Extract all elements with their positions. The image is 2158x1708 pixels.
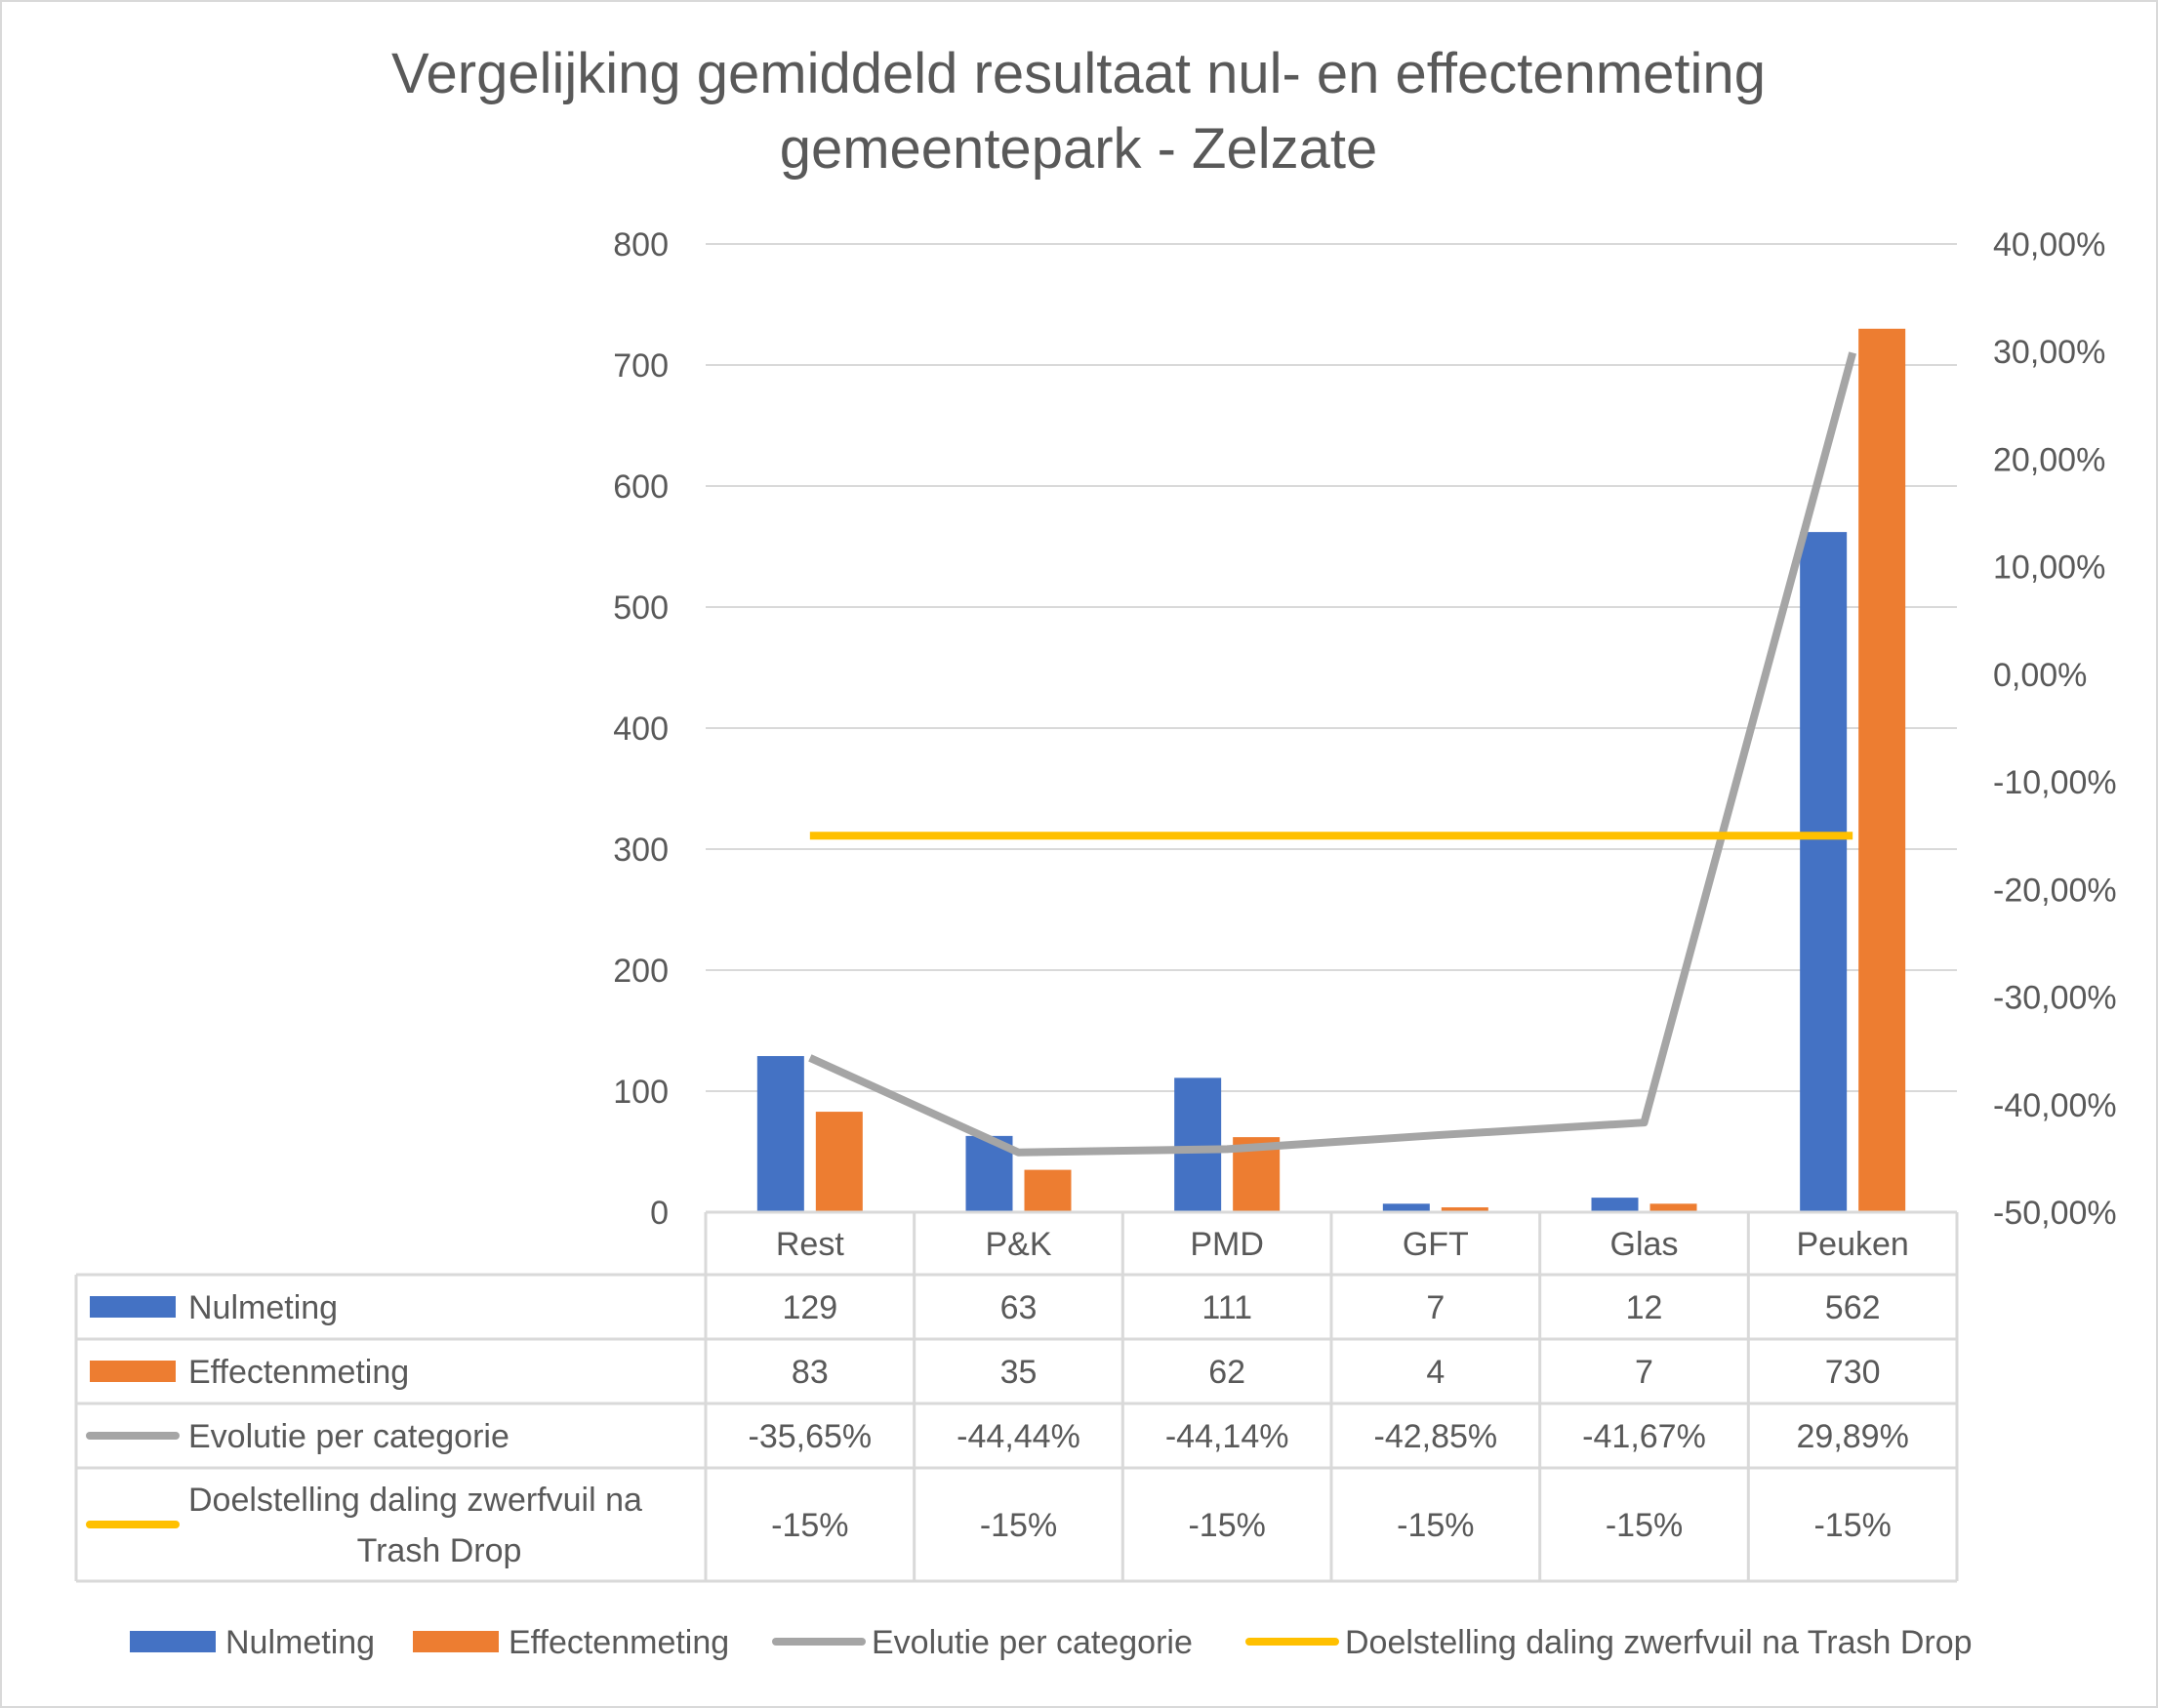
table-cell: 62	[1208, 1354, 1245, 1391]
y-right-tick-label: 10,00%	[1993, 549, 2105, 587]
y-right-tick-label: 30,00%	[1993, 334, 2105, 371]
y-right-tick-label: 20,00%	[1993, 441, 2105, 478]
table-cell: 730	[1825, 1354, 1881, 1391]
y-right-tick-label: -20,00%	[1993, 872, 2117, 909]
table-row-label: Nulmeting	[188, 1289, 338, 1326]
y-right-tick-label: 0,00%	[1993, 657, 2087, 694]
legend-label: Doelstelling daling zwerfvuil na Trash D…	[1345, 1624, 1973, 1661]
y-left-tick-label: 400	[613, 711, 669, 748]
bar-nulmeting	[1591, 1198, 1639, 1212]
legend-label: Nulmeting	[225, 1624, 375, 1661]
bar-nulmeting	[756, 1056, 804, 1212]
bar-effectenmeting	[1024, 1169, 1072, 1212]
y-left-tick-label: 100	[613, 1074, 669, 1111]
category-label: Rest	[776, 1226, 844, 1263]
y-right-tick-label: -40,00%	[1993, 1087, 2117, 1124]
table-cell: -15%	[980, 1507, 1057, 1544]
table-cell: -15%	[771, 1507, 848, 1544]
table-cell: 29,89%	[1797, 1418, 1909, 1455]
table-cell: 7	[1426, 1289, 1445, 1326]
table-cell: 111	[1201, 1289, 1252, 1326]
table-cell: -15%	[1813, 1507, 1891, 1544]
table-cell: -42,85%	[1374, 1418, 1498, 1455]
category-label: PMD	[1190, 1226, 1264, 1263]
y-left-tick-label: 200	[613, 953, 669, 990]
table-cell: 83	[792, 1354, 829, 1391]
bar-effectenmeting	[1858, 328, 1906, 1212]
chart-title: Vergelijking gemiddeld resultaat nul- en…	[391, 42, 1766, 105]
table-cell: 129	[782, 1289, 837, 1326]
legend-key	[130, 1631, 216, 1652]
table-row-label: Doelstelling daling zwerfvuil na	[188, 1482, 642, 1519]
table-row-label: Trash Drop	[357, 1532, 522, 1569]
table-cell: 7	[1635, 1354, 1653, 1391]
table-cell: -44,14%	[1165, 1418, 1289, 1455]
table-cell: 4	[1426, 1354, 1445, 1391]
legend-label: Effectenmeting	[509, 1624, 729, 1661]
table-row-label: Evolutie per categorie	[188, 1418, 509, 1455]
table-row-label: Effectenmeting	[188, 1354, 409, 1391]
table-cell: 35	[1000, 1354, 1038, 1391]
category-label: P&K	[985, 1226, 1051, 1263]
table-cell: 63	[1000, 1289, 1038, 1326]
y-right-tick-label: -30,00%	[1993, 980, 2117, 1017]
category-label: Peuken	[1797, 1226, 1909, 1263]
y-right-tick-label: 40,00%	[1993, 226, 2105, 264]
bar-effectenmeting	[1649, 1203, 1697, 1212]
legend-label: Evolutie per categorie	[872, 1624, 1193, 1661]
table-cell: 562	[1825, 1289, 1881, 1326]
y-left-tick-label: 500	[613, 590, 669, 627]
table-cell: -35,65%	[749, 1418, 873, 1455]
bar-effectenmeting	[815, 1112, 863, 1212]
table-cell: 12	[1626, 1289, 1663, 1326]
y-left-tick-label: 0	[650, 1195, 669, 1232]
category-label: GFT	[1403, 1226, 1469, 1263]
table-cell: -44,44%	[957, 1418, 1080, 1455]
y-right-tick-label: -10,00%	[1993, 764, 2117, 801]
y-left-tick-label: 600	[613, 468, 669, 506]
y-left-tick-label: 800	[613, 226, 669, 264]
y-left-tick-label: 300	[613, 832, 669, 869]
legend-key	[413, 1631, 499, 1652]
bar-effectenmeting	[1441, 1207, 1488, 1212]
table-cell: -15%	[1606, 1507, 1683, 1544]
table-legend-key	[90, 1296, 176, 1318]
table-cell: -41,67%	[1582, 1418, 1706, 1455]
table-legend-key	[90, 1361, 176, 1382]
category-label: Glas	[1610, 1226, 1679, 1263]
line-evolutie-per-categorie	[808, 351, 1857, 1157]
bar-nulmeting	[1382, 1203, 1430, 1212]
bar-nulmeting	[1174, 1078, 1222, 1212]
bar-nulmeting	[1800, 532, 1848, 1212]
y-right-tick-label: -50,00%	[1993, 1195, 2117, 1232]
table-cell: -15%	[1188, 1507, 1265, 1544]
chart-subtitle: gemeentepark - Zelzate	[780, 117, 1378, 181]
y-left-tick-label: 700	[613, 347, 669, 385]
table-cell: -15%	[1397, 1507, 1474, 1544]
